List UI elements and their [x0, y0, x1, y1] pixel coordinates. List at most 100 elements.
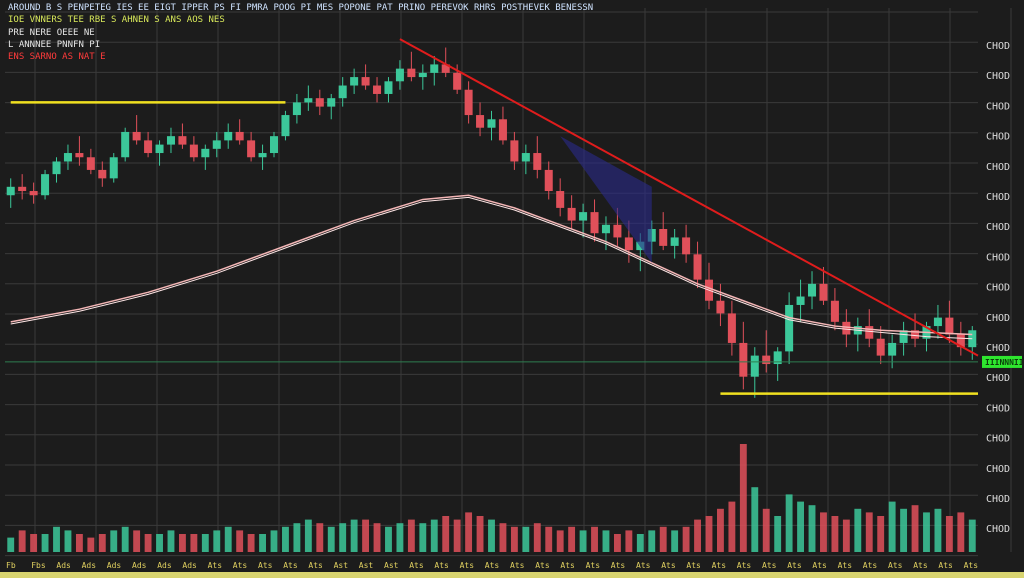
- x-tick-label: Ast: [384, 561, 399, 570]
- volume-bar: [968, 519, 976, 552]
- volume-bar: [934, 508, 942, 552]
- volume-bar: [98, 534, 106, 552]
- volume-bar: [316, 523, 324, 552]
- candle-body: [819, 283, 828, 301]
- candle-body: [579, 212, 588, 221]
- volume-bar: [533, 523, 541, 552]
- volume-bar: [945, 516, 953, 552]
- y-tick-label: CHOD: [986, 464, 1010, 475]
- volume-bar: [190, 534, 198, 552]
- candle-body: [224, 131, 233, 141]
- volume-bar: [121, 526, 129, 552]
- volume-bar: [923, 512, 930, 552]
- y-tick-label: CHOD: [986, 162, 1010, 173]
- candle-body: [52, 161, 61, 175]
- candle-body: [18, 186, 27, 192]
- candle-body: [441, 64, 450, 73]
- volume-bar: [224, 526, 232, 552]
- volume-bar: [957, 512, 965, 552]
- x-axis: Fb Fbs Ads Ads Ads Ads Ads Ads Ats Ats Ats Ats Ats As…: [6, 561, 978, 570]
- volume-bar: [41, 534, 49, 552]
- candle-body: [808, 283, 817, 297]
- volume-bar: [911, 505, 919, 552]
- x-tick-label: Ads: [82, 561, 97, 570]
- candle-body: [75, 153, 84, 158]
- candle-body: [373, 85, 382, 94]
- candle-body: [533, 153, 542, 170]
- volume-bar: [842, 519, 850, 552]
- volume-bar: [442, 516, 450, 552]
- volume-bar: [327, 526, 335, 552]
- volume-bar: [694, 519, 701, 552]
- volume-bar: [178, 534, 186, 552]
- candle-body: [659, 229, 668, 246]
- y-tick-label: CHOD: [986, 192, 1010, 203]
- candle-body: [201, 148, 210, 158]
- volume-bar: [762, 508, 770, 552]
- volume-bar: [785, 494, 793, 552]
- x-tick-label: Ast: [359, 561, 374, 570]
- candle-body: [487, 119, 496, 128]
- volume-bar: [877, 516, 885, 552]
- volume-bar: [499, 523, 507, 552]
- y-tick-label: CHOD: [986, 434, 1010, 445]
- x-tick-label: Ats: [964, 561, 979, 570]
- volume-bar: [18, 530, 26, 552]
- candle-body: [212, 140, 221, 149]
- x-tick-label: Ats: [863, 561, 878, 570]
- candle-body: [304, 98, 313, 103]
- candle-body: [235, 131, 244, 141]
- volume-bar: [854, 508, 862, 552]
- volume-bar: [568, 526, 576, 552]
- x-tick-label: Ast: [334, 561, 349, 570]
- y-tick-label: CHOD: [986, 403, 1010, 414]
- x-tick-label: Ats: [308, 561, 323, 570]
- volume-bar: [705, 516, 713, 552]
- volume-bar: [293, 523, 301, 552]
- x-tick-label: Ats: [560, 561, 575, 570]
- candle-body: [247, 140, 256, 158]
- y-tick-label: CHOD: [986, 313, 1010, 324]
- x-tick-label: Ats: [737, 561, 752, 570]
- x-tick-label: Ats: [611, 561, 626, 570]
- volume-bar: [682, 526, 690, 552]
- header-line-5: PRE NERE OEEE NE: [8, 28, 95, 38]
- volume-bar: [282, 526, 289, 552]
- volume-bar: [304, 519, 312, 552]
- x-tick-label: Ats: [409, 561, 424, 570]
- volume-bar: [213, 530, 221, 552]
- volume-bar: [556, 530, 564, 552]
- y-tick-label: CHOD: [986, 343, 1010, 354]
- volume-bar: [64, 530, 72, 552]
- volume-bar: [339, 523, 347, 552]
- x-tick-label: Ats: [233, 561, 248, 570]
- volume-bar: [7, 537, 15, 552]
- volume-bar: [167, 530, 175, 552]
- x-tick-label: Ats: [586, 561, 601, 570]
- volume-bar: [75, 534, 83, 552]
- volume-bar: [728, 501, 736, 552]
- x-tick-label: Ats: [661, 561, 676, 570]
- candle-body: [911, 330, 920, 339]
- candle-body: [327, 98, 336, 107]
- volume-bar: [831, 516, 839, 552]
- volume-bar: [625, 530, 633, 552]
- header-line-3: L ANNNEE PNNFN PI: [8, 40, 101, 50]
- candle-body: [41, 174, 50, 196]
- y-axis: CHOD CHOD CHOD CHOD CHOD CHOD CHOD CHOD CHOD CHOD…: [986, 41, 1010, 535]
- candle-body: [899, 330, 908, 343]
- volume-bar: [545, 526, 553, 552]
- moving-average-line: [10, 194, 973, 336]
- candle-body: [956, 334, 965, 348]
- candle-body: [189, 144, 198, 158]
- x-tick-label: Fb: [6, 561, 16, 570]
- volume-bar: [53, 526, 60, 552]
- volume-bar: [488, 519, 495, 552]
- candle-body: [590, 212, 599, 234]
- y-tick-label: CHOD: [986, 222, 1010, 233]
- volume-bar: [385, 526, 392, 552]
- candle-body: [29, 191, 38, 196]
- volume-bar: [144, 534, 152, 552]
- x-tick-label: Ats: [838, 561, 853, 570]
